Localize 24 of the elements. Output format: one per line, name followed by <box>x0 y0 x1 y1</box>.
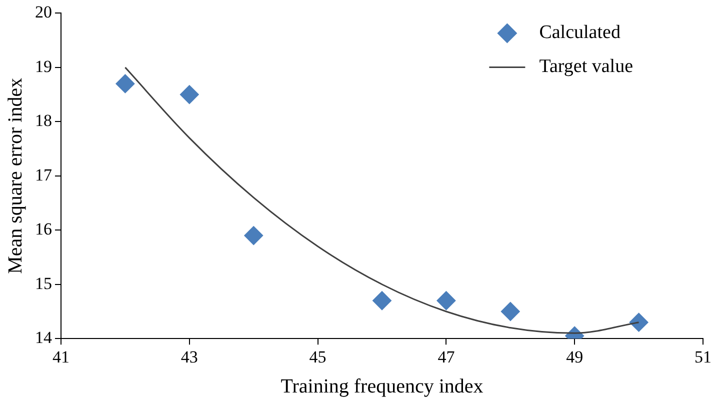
legend-label: Target value <box>539 56 634 78</box>
x-tick-label: 41 <box>52 347 70 366</box>
point <box>436 291 456 310</box>
y-tick-label: 14 <box>35 328 52 348</box>
x-tick-label: 45 <box>309 347 326 366</box>
point <box>629 312 648 332</box>
legend-label: Calculated <box>539 22 621 44</box>
x-tick-label: 47 <box>438 347 456 366</box>
y-tick-label: 16 <box>35 220 52 239</box>
y-tick-label: 18 <box>35 111 52 130</box>
y-axis-title: Mean square error index <box>4 78 26 274</box>
x-axis-title: Training frequency index <box>280 375 484 398</box>
point <box>244 226 264 246</box>
x-tick-label: 49 <box>566 347 584 366</box>
y-tick-label: 20 <box>35 2 52 22</box>
point <box>500 302 520 321</box>
x-tick-label: 51 <box>694 347 712 366</box>
point <box>116 74 135 94</box>
point <box>180 85 199 104</box>
y-tick-label: 19 <box>35 56 52 76</box>
x-tick-label: 43 <box>180 347 198 366</box>
y-tick-label: 17 <box>35 165 52 184</box>
point <box>372 291 392 310</box>
y-tick-label: 15 <box>35 274 52 293</box>
